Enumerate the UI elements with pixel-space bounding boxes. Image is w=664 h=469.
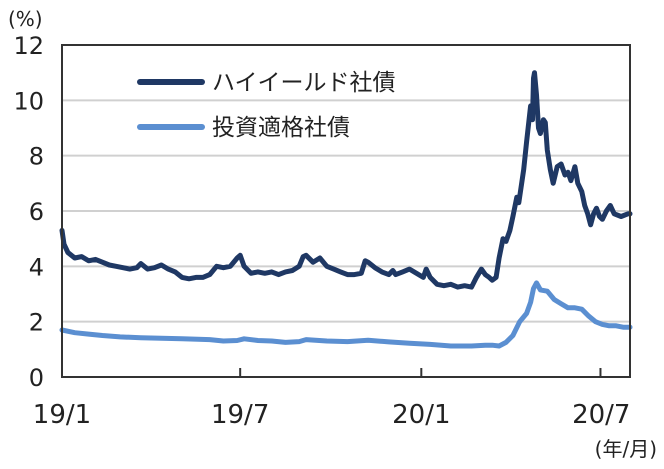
x-tick-label: 19/1: [33, 400, 91, 430]
y-tick-label: 0: [29, 364, 44, 392]
y-unit-label: (%): [8, 7, 43, 31]
series-line: [59, 280, 633, 349]
tick-labels: 0 2 4 6 8 10 12(%) (年/月) 19/1 19/7 20/1 20/7: [8, 7, 657, 461]
legend-label: 投資適格社債: [212, 115, 350, 141]
y-tick-label: 6: [29, 198, 44, 226]
series-lines: [59, 70, 633, 349]
series-line: [59, 70, 633, 290]
x-tick-label: 19/7: [211, 400, 269, 430]
x-tick-label: 20/7: [572, 400, 630, 430]
x-unit-label: (年/月): [595, 437, 657, 461]
y-tick-label: 10: [13, 87, 44, 115]
y-tick-label: 2: [29, 309, 44, 337]
y-tick-label: 8: [29, 143, 44, 171]
axes: [61, 44, 631, 378]
y-tick-label: 12: [13, 32, 44, 60]
x-tick-label: 20/1: [392, 400, 450, 430]
y-tick-label: 4: [29, 253, 44, 281]
legend-label: ハイイールド社債: [212, 70, 396, 96]
plot-border: [61, 44, 631, 378]
